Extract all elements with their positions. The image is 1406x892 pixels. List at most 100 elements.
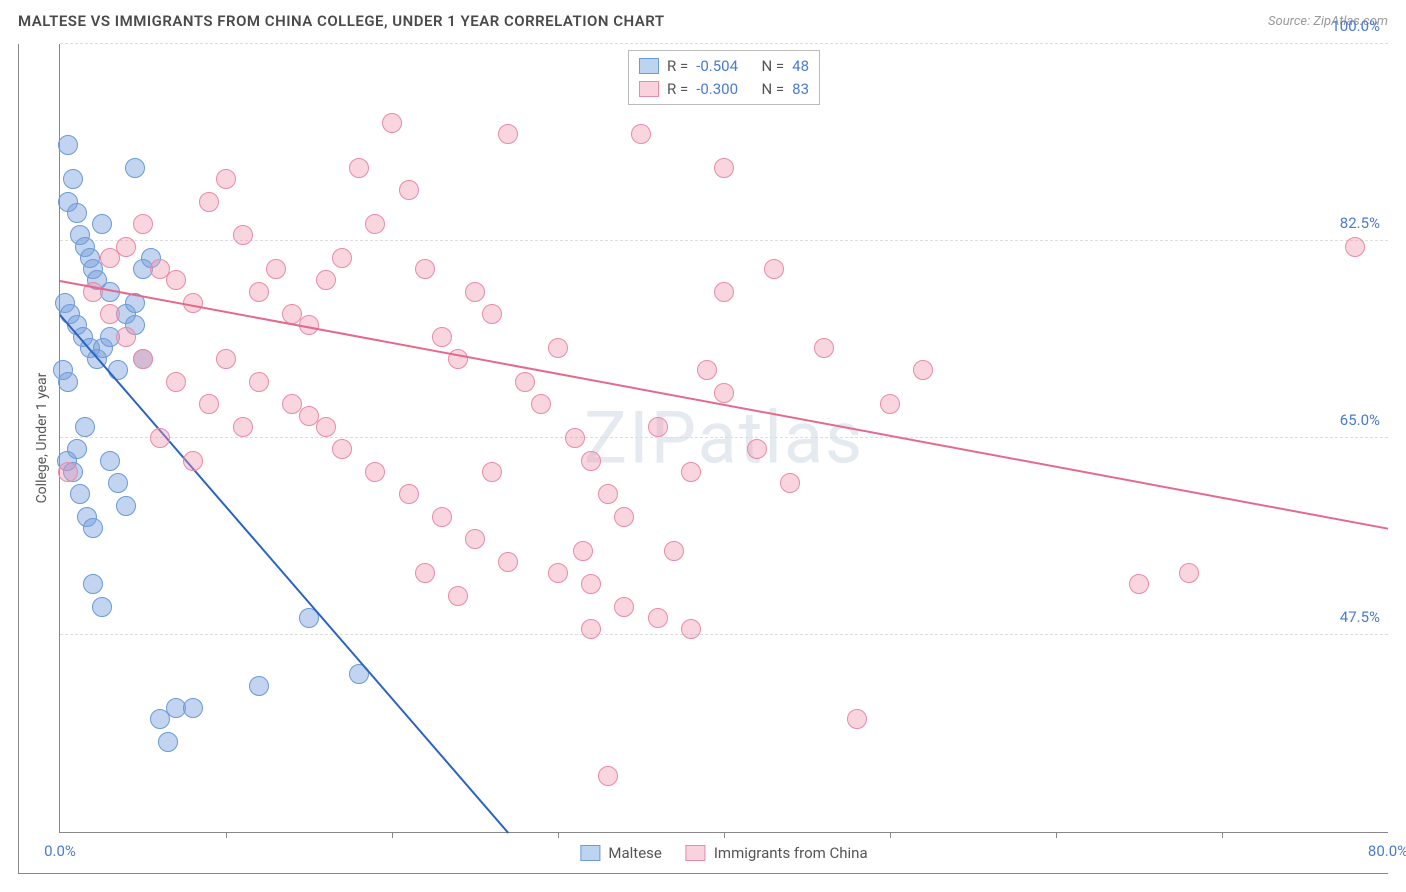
scatter-point: [365, 214, 385, 234]
scatter-point: [199, 394, 219, 414]
scatter-point: [1345, 237, 1365, 257]
scatter-point: [116, 327, 136, 347]
gridline: [60, 43, 1388, 44]
scatter-point: [565, 428, 585, 448]
scatter-point: [648, 608, 668, 628]
scatter-point: [282, 394, 302, 414]
chart-container: College, Under 1 year ZIPatlas R =-0.504…: [18, 44, 1388, 874]
scatter-point: [448, 586, 468, 606]
legend-item: Immigrants from China: [686, 844, 868, 862]
x-tick: [558, 832, 559, 838]
stat-n-label: N =: [761, 78, 784, 101]
scatter-point: [432, 327, 452, 347]
scatter-point: [316, 417, 336, 437]
trendline: [59, 315, 509, 834]
scatter-point: [365, 462, 385, 482]
scatter-point: [349, 158, 369, 178]
stat-r-value: -0.300: [696, 78, 738, 101]
legend: Maltese Immigrants from China: [580, 844, 867, 862]
scatter-point: [108, 473, 128, 493]
scatter-point: [382, 113, 402, 133]
trendline: [60, 280, 1388, 530]
scatter-point: [183, 451, 203, 471]
scatter-point: [913, 360, 933, 380]
y-tick-label: 100.0%: [1331, 17, 1380, 35]
scatter-point: [150, 428, 170, 448]
scatter-point: [332, 439, 352, 459]
scatter-point: [482, 304, 502, 324]
scatter-point: [581, 574, 601, 594]
stat-n-value: 48: [792, 55, 809, 78]
scatter-point: [233, 417, 253, 437]
x-tick: [226, 832, 227, 838]
scatter-point: [498, 552, 518, 572]
scatter-point: [249, 372, 269, 392]
scatter-point: [67, 203, 87, 223]
x-axis-label: 0.0%: [44, 842, 76, 860]
scatter-point: [63, 169, 83, 189]
scatter-point: [183, 698, 203, 718]
stat-n-label: N =: [761, 55, 784, 78]
stats-row: R = -0.504 N = 48: [639, 55, 809, 78]
scatter-point: [432, 507, 452, 527]
scatter-point: [399, 484, 419, 504]
y-tick-label: 65.0%: [1340, 411, 1380, 429]
series-swatch: [639, 81, 659, 97]
scatter-point: [482, 462, 502, 482]
legend-swatch: [580, 845, 600, 861]
scatter-point: [548, 563, 568, 583]
scatter-point: [158, 732, 178, 752]
scatter-point: [166, 270, 186, 290]
scatter-point: [266, 259, 286, 279]
series-swatch: [639, 58, 659, 74]
scatter-point: [847, 709, 867, 729]
scatter-point: [581, 619, 601, 639]
scatter-point: [133, 349, 153, 369]
scatter-point: [573, 541, 593, 561]
scatter-point: [681, 462, 701, 482]
plot-area: College, Under 1 year ZIPatlas R =-0.504…: [59, 44, 1388, 833]
scatter-point: [515, 372, 535, 392]
scatter-point: [125, 158, 145, 178]
scatter-point: [92, 214, 112, 234]
scatter-point: [614, 597, 634, 617]
chart-title: MALTESE VS IMMIGRANTS FROM CHINA COLLEGE…: [18, 12, 665, 30]
scatter-point: [58, 462, 78, 482]
gridline: [60, 240, 1388, 241]
stats-row: R =-0.300 N =83: [639, 78, 809, 101]
scatter-point: [764, 259, 784, 279]
scatter-point: [233, 225, 253, 245]
scatter-point: [714, 282, 734, 302]
watermark: ZIPatlas: [584, 396, 864, 481]
scatter-point: [249, 676, 269, 696]
scatter-point: [614, 507, 634, 527]
scatter-point: [399, 180, 419, 200]
scatter-point: [415, 563, 435, 583]
scatter-point: [531, 394, 551, 414]
y-tick-label: 47.5%: [1340, 608, 1380, 626]
scatter-point: [108, 360, 128, 380]
scatter-point: [598, 766, 618, 786]
scatter-point: [70, 484, 90, 504]
gridline: [60, 437, 1388, 438]
scatter-point: [100, 304, 120, 324]
scatter-point: [83, 574, 103, 594]
scatter-point: [465, 282, 485, 302]
scatter-point: [664, 541, 684, 561]
scatter-point: [498, 124, 518, 144]
scatter-point: [116, 237, 136, 257]
x-tick: [392, 832, 393, 838]
x-axis-label: 80.0%: [1368, 842, 1406, 860]
x-tick: [724, 832, 725, 838]
scatter-point: [67, 439, 87, 459]
scatter-point: [1129, 574, 1149, 594]
scatter-point: [548, 338, 568, 358]
stat-r-value: -0.504: [696, 55, 738, 78]
scatter-point: [249, 282, 269, 302]
scatter-point: [697, 360, 717, 380]
stat-r-label: R =: [667, 55, 688, 78]
legend-label: Maltese: [608, 844, 661, 862]
scatter-point: [747, 439, 767, 459]
scatter-point: [75, 417, 95, 437]
legend-item: Maltese: [580, 844, 661, 862]
